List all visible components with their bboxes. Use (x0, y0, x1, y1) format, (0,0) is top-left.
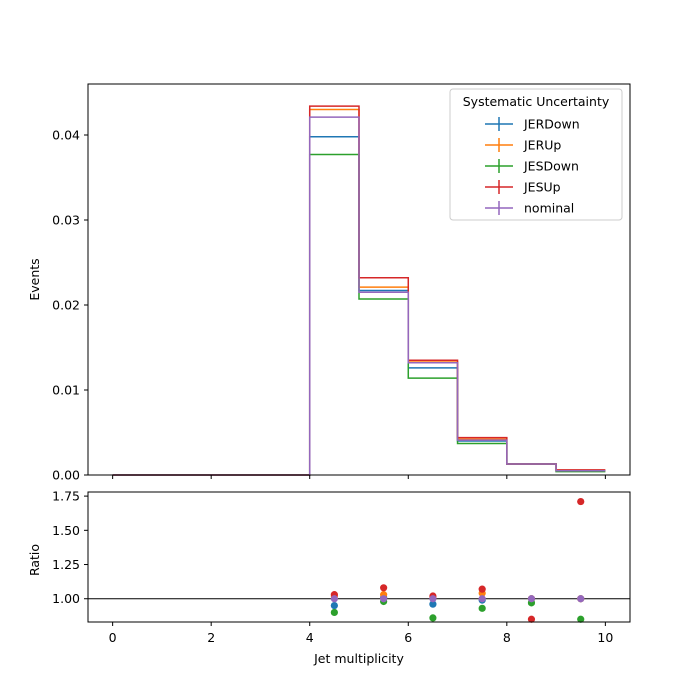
ratio-x-tick-label: 6 (404, 630, 412, 645)
ratio-panel: 1.00 1.25 1.50 1.75 0 2 4 6 8 10 Ratio Jet multi… (27, 489, 631, 666)
legend-entry-jerup: JERUp (485, 138, 561, 153)
legend-label: nominal (524, 201, 574, 216)
ratio-axes-frame (87, 491, 631, 623)
ratio-point-jesup (478, 585, 486, 593)
ratio-point-jesup (527, 615, 536, 623)
ratio-point-nominal (380, 595, 388, 603)
main-y-tick-label: 0.02 (52, 298, 80, 313)
ratio-x-tick-label: 0 (109, 630, 117, 645)
ratio-x-ticks: 0 2 4 6 8 10 (109, 622, 613, 645)
legend-title: Systematic Uncertainty (463, 94, 610, 109)
main-y-ticks: 0.00 0.01 0.02 0.03 0.04 (52, 128, 88, 483)
ratio-point-jesdown (577, 615, 585, 623)
legend-label: JERUp (523, 138, 561, 153)
ratio-y-tick-label: 1.00 (52, 591, 80, 606)
legend-label: JESUp (523, 180, 561, 195)
main-y-tick-label: 0.04 (52, 128, 80, 143)
ratio-point-nominal (577, 595, 585, 603)
ratio-x-tick-label: 10 (597, 630, 613, 645)
ratio-x-tick-label: 8 (503, 630, 511, 645)
ratio-y-tick-label: 1.50 (52, 523, 80, 538)
x-axis-label: Jet multiplicity (313, 651, 404, 666)
ratio-point-jerdown (429, 600, 437, 608)
legend-label: JESDown (523, 159, 579, 174)
ratio-point-jesdown (330, 608, 338, 617)
main-x-ticks (112, 475, 606, 479)
ratio-point-jesup (380, 584, 388, 592)
main-y-tick-label: 0.01 (52, 383, 80, 398)
ratio-point-jesdown (478, 604, 486, 612)
main-y-tick-label: 0.00 (52, 468, 80, 483)
ratio-point-jesup (577, 497, 585, 506)
ratio-x-tick-label: 2 (207, 630, 215, 645)
main-histogram-panel: 0.00 0.01 0.02 0.03 0.04 Events Systematic U… (27, 83, 631, 483)
legend-label: JERDown (523, 117, 580, 132)
ratio-y-axis-label: Ratio (27, 544, 42, 576)
ratio-point-nominal (429, 595, 437, 603)
ratio-points-group (88, 497, 630, 623)
legend: Systematic Uncertainty JERDown JERUp JESDow… (449, 88, 623, 221)
ratio-y-tick-label: 1.25 (52, 557, 80, 572)
main-axes-frame (87, 83, 631, 476)
ratio-y-tick-label: 1.75 (52, 489, 80, 504)
legend-entry-jerdown: JERDown (485, 117, 580, 132)
ratio-point-nominal (527, 595, 536, 603)
ratio-y-ticks: 1.00 1.25 1.50 1.75 (52, 489, 88, 606)
ratio-point-nominal (330, 595, 338, 603)
ratio-x-tick-label: 4 (306, 630, 314, 645)
main-y-axis-label: Events (27, 258, 42, 300)
legend-entry-nominal: nominal (485, 201, 574, 216)
ratio-point-jesdown (429, 614, 437, 622)
ratio-point-jerdown (330, 601, 338, 610)
legend-entry-jesup: JESUp (485, 180, 561, 195)
legend-entry-jesdown: JESDown (485, 159, 579, 174)
main-y-tick-label: 0.03 (52, 213, 80, 228)
ratio-point-nominal (478, 595, 486, 603)
